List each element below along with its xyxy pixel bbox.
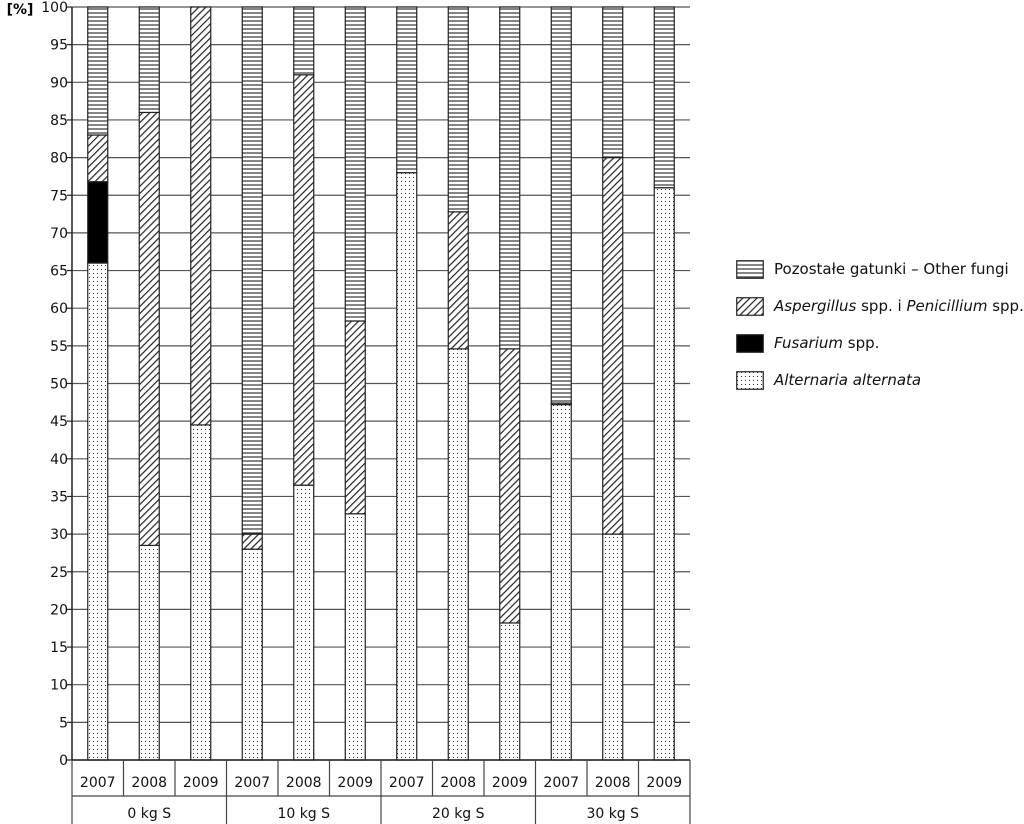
- y-tick-label: 5: [59, 715, 68, 731]
- y-tick-label: 40: [50, 452, 68, 468]
- bar-segment-aspergillus: [447, 211, 469, 350]
- bar-segment-alternaria: [138, 544, 160, 761]
- gridlines: [72, 6, 690, 761]
- bar-segment-alternaria: [190, 424, 212, 761]
- y-tick-label: 0: [59, 753, 68, 769]
- y-tick-label: 60: [50, 301, 68, 317]
- y-tick-label: 90: [50, 75, 68, 91]
- bar-segment-alternaria: [87, 262, 109, 761]
- bar-segment-alternaria: [550, 403, 572, 761]
- legend-label-aspergillus: Aspergillus spp. i Penicillium spp.: [774, 297, 1024, 315]
- bar-segment-alternaria: [396, 172, 418, 761]
- y-tick-label: 20: [50, 602, 68, 618]
- y-axis-label: [%]: [7, 2, 34, 18]
- group-label: 30 kg S: [586, 806, 639, 822]
- y-tick-label: 35: [50, 489, 68, 505]
- bar-segment-aspergillus: [87, 134, 109, 183]
- axes: 0 5 10 15 20 25 30 35 40 45 50 55 60 65 70 75 80 85 90 95 10…: [41, 0, 691, 824]
- bar-segment-aspergillus: [499, 348, 521, 624]
- y-tick-label: 100: [41, 0, 68, 16]
- bar-segment-alternaria: [447, 348, 469, 761]
- y-tick-label: 65: [50, 264, 68, 280]
- group-label: 10 kg S: [277, 806, 330, 822]
- y-tick-label: 50: [50, 377, 68, 393]
- bar-segment-other: [550, 6, 572, 404]
- bar-segment-other: [138, 6, 160, 114]
- bar-segment-alternaria: [653, 187, 675, 761]
- bar-segment-alternaria: [293, 484, 315, 761]
- x-tick-label: 2009: [646, 775, 682, 791]
- bar-segment-aspergillus: [602, 157, 624, 535]
- bar-segment-aspergillus: [293, 74, 315, 486]
- legend-swatch-alternaria: [736, 371, 764, 390]
- legend-swatch-aspergillus: [736, 297, 764, 316]
- y-tick-label: 10: [50, 678, 68, 694]
- bar-segment-other: [602, 6, 624, 159]
- bar-segment-other: [447, 6, 469, 213]
- bars: [87, 6, 675, 761]
- bar-segment-aspergillus: [138, 111, 160, 546]
- bar-segment-aspergillus: [190, 6, 212, 426]
- legend-label-alternaria: Alternaria alternata: [774, 371, 922, 389]
- legend-label-fusarium: Fusarium spp.: [774, 334, 880, 352]
- y-tick-label: 55: [50, 339, 68, 355]
- bar-segment-other: [87, 6, 109, 136]
- bar-segment-other: [344, 6, 366, 322]
- x-tick-label: 2008: [131, 775, 167, 791]
- x-tick-label: 2007: [234, 775, 270, 791]
- y-tick-label: 85: [50, 113, 68, 129]
- bar-segment-other: [499, 6, 521, 350]
- bar-segment-aspergillus: [241, 533, 263, 550]
- legend-swatch-other: [736, 260, 764, 279]
- bar-segment-aspergillus: [344, 320, 366, 515]
- y-tick-label: 95: [50, 38, 68, 54]
- x-tick-label: 2009: [183, 775, 219, 791]
- x-tick-label: 2009: [492, 775, 528, 791]
- bar-segment-alternaria: [602, 533, 624, 761]
- y-tick-label: 30: [50, 527, 68, 543]
- x-tick-label: 2008: [595, 775, 631, 791]
- y-tick-label: 45: [50, 414, 68, 430]
- legend-label-other: Pozostałe gatunki – Other fungi: [774, 260, 1009, 278]
- bar-segment-alternaria: [344, 513, 366, 761]
- y-tick-label: 25: [50, 565, 68, 581]
- bar-segment-fusarium: [87, 181, 109, 264]
- x-tick-label: 2007: [80, 775, 116, 791]
- bar-segment-other: [293, 6, 315, 76]
- x-tick-label: 2007: [543, 775, 579, 791]
- legend-swatch-fusarium: [736, 334, 764, 353]
- x-tick-label: 2009: [337, 775, 373, 791]
- bar-segment-other: [653, 6, 675, 189]
- group-label: 0 kg S: [127, 806, 171, 822]
- bar-segment-other: [396, 6, 418, 174]
- x-tick-label: 2008: [286, 775, 322, 791]
- bar-segment-alternaria: [241, 548, 263, 761]
- y-tick-label: 80: [50, 151, 68, 167]
- x-tick-label: 2008: [440, 775, 476, 791]
- y-tick-label: 15: [50, 640, 68, 656]
- y-tick-label: 70: [50, 226, 68, 242]
- x-tick-label: 2007: [389, 775, 425, 791]
- bar-segment-other: [241, 6, 263, 535]
- group-label: 20 kg S: [432, 806, 485, 822]
- bar-segment-alternaria: [499, 622, 521, 761]
- y-tick-label: 75: [50, 188, 68, 204]
